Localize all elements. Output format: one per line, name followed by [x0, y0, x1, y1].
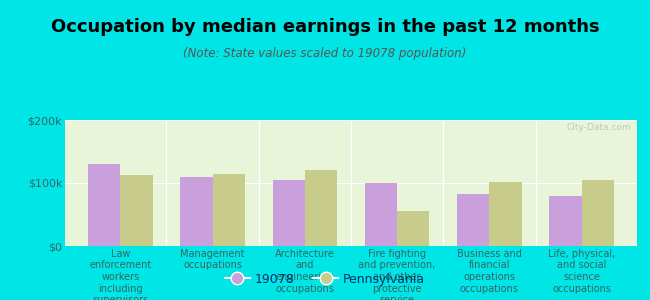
- Bar: [457, 194, 489, 246]
- Text: (Note: State values scaled to 19078 population): (Note: State values scaled to 19078 popu…: [183, 46, 467, 59]
- Text: City-Data.com: City-Data.com: [567, 122, 631, 131]
- Bar: [397, 211, 430, 246]
- Text: Occupation by median earnings in the past 12 months: Occupation by median earnings in the pas…: [51, 18, 599, 36]
- Bar: [365, 183, 397, 246]
- Bar: [180, 177, 213, 246]
- Bar: [88, 164, 120, 246]
- Bar: [305, 170, 337, 246]
- Bar: [272, 180, 305, 246]
- Legend: 19078, Pennsylvania: 19078, Pennsylvania: [220, 268, 430, 291]
- Bar: [489, 182, 522, 246]
- Bar: [213, 173, 245, 246]
- Bar: [549, 196, 582, 246]
- Bar: [120, 176, 153, 246]
- Bar: [582, 180, 614, 246]
